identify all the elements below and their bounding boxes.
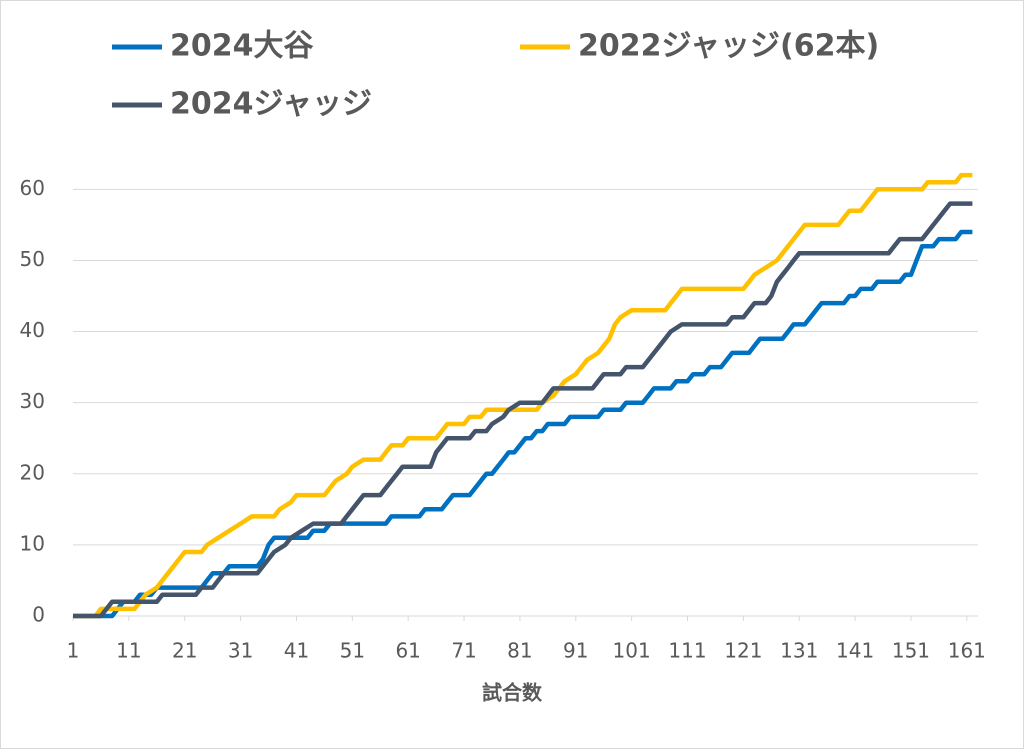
x-tick-label: 91	[563, 639, 588, 663]
x-tick-label: 21	[172, 639, 197, 663]
x-tick-label: 31	[228, 639, 253, 663]
x-tick-label: 71	[451, 639, 476, 663]
x-tick-label: 111	[668, 639, 706, 663]
x-tick-label: 11	[116, 639, 141, 663]
y-tick-label: 60	[20, 176, 45, 200]
x-tick-label: 61	[395, 639, 420, 663]
series-line	[73, 229, 973, 619]
x-tick-label: 81	[507, 639, 532, 663]
x-tick-label: 101	[613, 639, 651, 663]
x-tick-label: 121	[724, 639, 762, 663]
x-tick-label: 151	[892, 639, 930, 663]
x-tick-label: 141	[836, 639, 874, 663]
legend-label: 2024ジャッジ	[170, 87, 372, 122]
x-axis-title: 試合数	[482, 681, 543, 705]
x-tick-label: 131	[780, 639, 818, 663]
y-tick-label: 50	[20, 247, 45, 271]
y-tick-label: 10	[20, 531, 45, 555]
legend-label: 2024大谷	[170, 29, 314, 64]
y-tick-label: 20	[20, 460, 45, 484]
x-tick-label: 161	[948, 639, 986, 663]
series-line	[73, 201, 973, 619]
x-tick-label: 1	[67, 639, 80, 663]
y-tick-label: 40	[20, 318, 45, 342]
x-tick-label: 41	[284, 639, 309, 663]
legend-label: 2022ジャッジ(62本)	[578, 29, 879, 64]
y-tick-label: 0	[32, 603, 45, 627]
x-tick-label: 51	[340, 639, 365, 663]
y-tick-label: 30	[20, 389, 45, 413]
